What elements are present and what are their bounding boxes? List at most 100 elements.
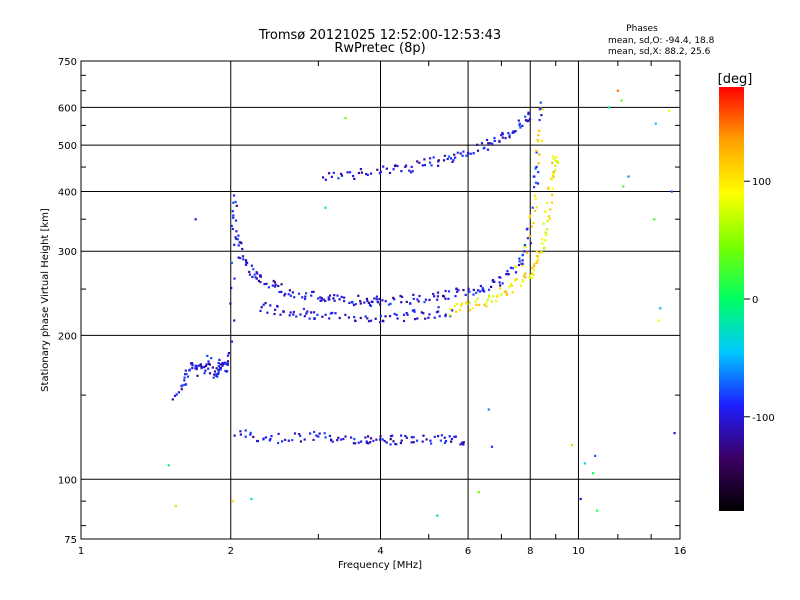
data-point <box>541 242 544 245</box>
data-point <box>471 307 474 310</box>
data-point <box>200 367 203 370</box>
data-point <box>519 126 522 129</box>
data-point <box>535 149 538 152</box>
data-point <box>535 165 538 168</box>
data-point <box>262 438 265 441</box>
data-point <box>436 295 439 298</box>
colorbar: [deg] -100 0 100 <box>718 72 775 511</box>
data-point <box>365 297 368 300</box>
data-point <box>539 107 543 110</box>
data-point <box>519 284 523 287</box>
data-point <box>230 340 233 343</box>
data-point <box>400 439 403 442</box>
data-point <box>340 172 343 175</box>
data-point <box>485 138 489 142</box>
data-point <box>255 277 258 280</box>
data-point <box>428 161 432 164</box>
data-point <box>487 408 490 411</box>
data-point <box>393 312 396 315</box>
data-point <box>416 160 419 163</box>
data-point <box>487 142 490 145</box>
x-tick-label: 6 <box>465 546 471 557</box>
colorbar-tick-label: 0 <box>752 295 758 306</box>
data-point <box>244 263 247 266</box>
data-point <box>531 206 534 209</box>
data-point <box>465 154 468 157</box>
colorbar-gradient <box>719 87 744 511</box>
data-point <box>511 131 514 134</box>
data-point <box>394 164 397 167</box>
data-point <box>232 194 236 197</box>
data-point <box>369 172 373 175</box>
data-point <box>389 443 392 446</box>
data-point <box>359 302 362 305</box>
data-point <box>510 284 513 287</box>
data-point <box>306 310 309 313</box>
data-point <box>554 164 557 167</box>
data-point <box>422 312 425 315</box>
data-point <box>462 150 465 153</box>
data-point <box>354 303 357 306</box>
data-point <box>433 316 436 319</box>
data-point <box>527 112 530 116</box>
data-point <box>406 313 409 316</box>
data-point <box>556 161 560 164</box>
data-point <box>550 177 553 180</box>
data-point <box>410 436 413 439</box>
data-point <box>353 316 356 319</box>
data-point <box>338 298 341 301</box>
data-point <box>489 142 492 145</box>
data-point <box>305 312 308 315</box>
data-point <box>224 369 227 372</box>
data-point <box>195 368 198 371</box>
data-point <box>370 319 373 322</box>
data-point <box>418 294 421 298</box>
data-point <box>405 164 408 167</box>
chart-title: Tromsø 20121025 12:52:00-12:53:43 <box>258 28 501 43</box>
data-point <box>526 227 529 230</box>
data-point <box>309 432 312 435</box>
data-point <box>456 151 459 154</box>
data-point <box>440 434 443 437</box>
data-point <box>528 216 531 219</box>
data-point <box>379 435 382 438</box>
data-point <box>437 159 440 162</box>
data-point <box>197 364 200 367</box>
data-point <box>344 313 347 316</box>
data-point <box>537 171 540 174</box>
data-point <box>379 303 382 306</box>
y-tick-label: 500 <box>58 141 77 152</box>
data-point <box>297 292 301 295</box>
data-point <box>505 292 509 295</box>
data-point <box>226 370 229 373</box>
data-point <box>552 174 555 177</box>
data-point <box>235 230 238 233</box>
data-point <box>195 366 198 369</box>
data-point <box>459 443 462 446</box>
data-point <box>491 142 494 145</box>
data-point <box>373 297 376 300</box>
data-point <box>513 279 517 282</box>
data-point <box>357 441 360 444</box>
data-point <box>223 361 226 364</box>
data-point <box>415 439 419 442</box>
data-point <box>374 317 377 320</box>
data-point <box>396 317 399 320</box>
data-point <box>183 383 186 386</box>
data-point <box>429 157 432 160</box>
data-point <box>188 368 191 371</box>
data-point <box>240 242 243 245</box>
data-point <box>312 438 315 441</box>
data-point <box>552 175 555 179</box>
data-point <box>464 293 467 296</box>
data-point <box>532 221 535 225</box>
data-point <box>320 297 323 300</box>
data-point <box>405 312 408 315</box>
data-point <box>280 290 283 293</box>
data-point <box>454 156 457 159</box>
data-point <box>538 108 541 111</box>
data-point <box>194 218 197 221</box>
data-point <box>348 301 351 304</box>
data-point <box>536 182 539 185</box>
data-point <box>389 302 392 305</box>
